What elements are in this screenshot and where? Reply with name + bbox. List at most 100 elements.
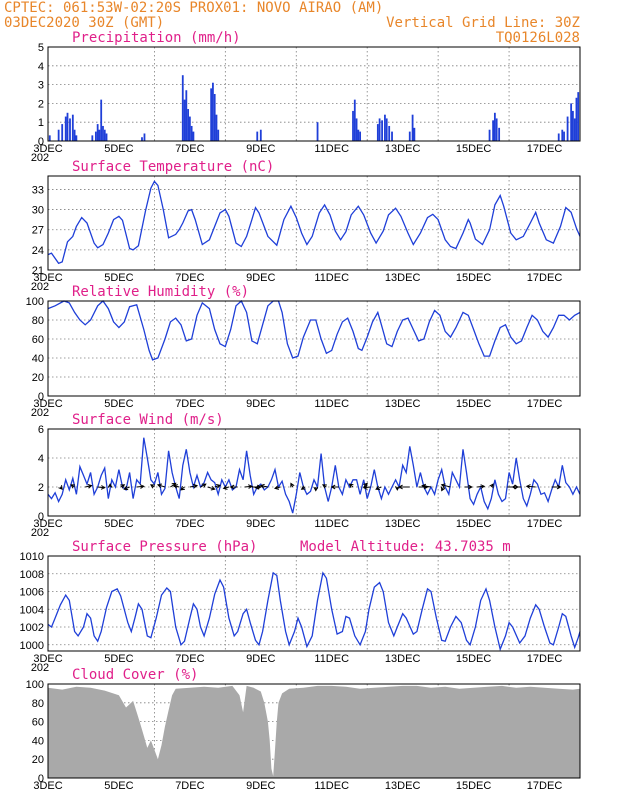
rh-xtick: 7DEC [175,398,204,410]
rh-ytick: 60 [32,334,44,346]
cloud-xtick: 7DEC [175,780,204,792]
wind-arrow [511,484,522,490]
precip-xtick: 5DEC [104,143,133,155]
cloud-xtick: 15DEC [456,780,492,792]
wind-arrow [85,484,93,489]
wind-xtick: 3DEC [33,518,62,530]
precip-bar [75,135,78,141]
pressure-xtick: 17DEC [527,653,563,665]
wind-arrow [207,485,216,491]
precip-bar [557,133,560,141]
precip-ytick: 5 [38,42,44,54]
precip-bar [563,131,565,141]
pressure-ytick: 1010 [20,551,44,563]
cloud-ytick: 40 [32,735,44,747]
precip-bar [100,99,103,141]
wind-arrow [290,482,295,488]
precip-bar [188,116,191,141]
precip-title: Precipitation (mm/h) [72,30,241,46]
wind-arrow [551,484,562,490]
precip-bar [411,114,414,141]
wind-ytick: 0 [38,511,44,523]
precip-bar [215,114,218,141]
pressure-xtick: 3DEC [33,653,62,665]
wind-xtick: 13DEC [385,518,421,530]
rh-xtick: 3DEC [33,398,62,410]
wind-arrow [259,483,268,489]
header-date-line: 03DEC2020 30Z (GMT) [4,15,164,31]
precip-bar [359,131,362,141]
temp-title: Surface Temperature (nC) [72,159,274,175]
precip-bar [391,131,393,141]
precip-bar [498,127,501,141]
pressure-xtick: 13DEC [385,653,421,665]
precip-xtick: 11DEC [314,143,349,155]
temp-xtick: 5DEC [104,272,133,284]
precip-bar [492,120,495,141]
wind-arrow [313,486,319,492]
rh-panel: 0 20 40 60 80 100 Relative Humidity (%) 3DEC 5DE… [26,284,581,419]
wind-arrow [362,485,371,490]
precip-bar [102,125,104,141]
precip-bar [98,129,101,141]
rh-title: Relative Humidity (%) [72,284,249,300]
rh-xtick: 15DEC [456,398,492,410]
wind-arrow [273,485,281,490]
precip-xtick: 15DEC [456,143,492,155]
wind-ytick: 4 [38,453,44,465]
rh-year-label: 202 [31,407,49,419]
cloud-xtick: 5DEC [104,780,133,792]
wind-xtick: 15DEC [456,518,492,530]
header-model-id: TQ0126L028 [496,30,580,46]
pressure-ytick: 1008 [20,569,44,581]
precip-bar [210,88,213,141]
precip-bar [61,124,64,141]
precip-bar [561,129,564,141]
wind-arrow [421,483,432,489]
precip-bar [69,118,71,141]
precip-bar [353,99,356,141]
cloud-ytick: 60 [32,717,44,729]
wind-ytick: 6 [38,424,44,436]
wind-frame [47,428,581,517]
pressure-xtick: 11DEC [314,653,349,665]
pressure-ytick: 1004 [20,604,44,616]
wind-xtick: 9DEC [246,518,275,530]
precip-bar [91,135,94,141]
precip-bar [384,114,386,141]
cloud-xtick: 9DEC [246,780,275,792]
rh-ytick: 80 [32,315,44,327]
pressure-xtick: 15DEC [456,653,492,665]
wind-panel: 0 2 4 6 Surface Wind (m/s) 3DEC 5DEC 7DEC 9DEC 11… [31,412,581,539]
precip-frame [47,46,581,142]
precip-bar [64,116,67,141]
pressure-ytick: 1002 [20,622,44,634]
cloud-panel: 0 20 40 60 80 100 Cloud Cover (%) 3DEC 5DEC 7DEC 9… [26,667,581,792]
wind-arrow [136,484,145,489]
precip-bar [388,125,391,141]
precip-bar [381,120,383,141]
temp-xtick: 17DEC [527,272,563,284]
wind-arrow [525,484,536,489]
precip-bar [488,129,491,141]
precip-bar [408,131,411,141]
temp-xtick: 11DEC [314,272,349,284]
wind-arrow [97,485,106,490]
wind-arrow [464,484,473,490]
temp-year-label: 202 [31,281,49,293]
rh-xtick: 9DEC [246,398,275,410]
wind-arrow [172,484,180,489]
precip-xtick: 7DEC [175,143,204,155]
wind-arrow [180,486,185,491]
wind-arrow [58,485,63,491]
pressure-xtick: 5DEC [104,653,133,665]
cloud-ytick: 100 [26,679,44,691]
precip-year-label: 202 [31,152,49,164]
precip-bar [573,118,576,141]
rh-xtick: 17DEC [527,398,563,410]
temp-xtick: 15DEC [456,272,492,284]
rh-ytick: 20 [32,372,44,384]
precip-bar [141,137,143,141]
rh-ytick: 0 [38,391,44,403]
